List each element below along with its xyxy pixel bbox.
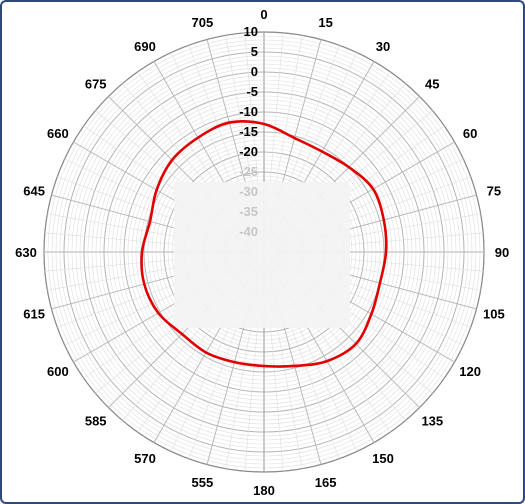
angle-tick-label: 630: [15, 245, 37, 260]
angle-tick-label: 75: [487, 183, 501, 198]
angle-tick-label: 690: [134, 39, 156, 54]
angle-tick-label: 555: [192, 475, 214, 490]
angle-tick-label: 120: [459, 364, 481, 379]
angle-tick-label: 660: [47, 126, 69, 141]
center-overlay: [174, 182, 350, 328]
radial-tick-label: -5: [246, 84, 258, 99]
center-panel: [174, 182, 350, 328]
radial-tick-label: -10: [239, 104, 258, 119]
angle-tick-label: 705: [192, 15, 214, 30]
angle-tick-label: 15: [318, 15, 332, 30]
angle-tick-label: 30: [376, 39, 390, 54]
angle-tick-labels: 0153045607590105120135150165180555570585…: [15, 7, 509, 498]
series-layer: [140, 120, 388, 368]
radial-tick-label: -30: [239, 184, 258, 199]
radial-tick-label: -20: [239, 144, 258, 159]
angle-tick-label: 675: [85, 77, 107, 92]
angle-tick-label: 105: [483, 307, 505, 322]
angle-tick-label: 150: [372, 451, 394, 466]
angle-tick-label: 645: [23, 183, 45, 198]
angle-tick-label: 615: [23, 307, 45, 322]
angle-tick-label: 45: [425, 77, 439, 92]
radial-tick-label: 10: [244, 24, 258, 39]
angle-tick-label: 570: [134, 451, 156, 466]
radial-tick-label: -35: [239, 204, 258, 219]
radial-tick-label: -40: [239, 224, 258, 239]
angle-tick-label: 180: [253, 483, 275, 498]
radial-tick-label: -15: [239, 124, 258, 139]
angle-tick-label: 135: [421, 413, 443, 428]
angle-tick-label: 600: [47, 364, 69, 379]
radial-tick-label: 0: [251, 64, 258, 79]
angle-tick-label: 0: [260, 7, 267, 22]
radial-tick-label: -25: [239, 164, 258, 179]
angle-tick-label: 60: [463, 126, 477, 141]
angle-tick-label: 90: [495, 245, 509, 260]
series-line: [140, 120, 388, 368]
angle-tick-label: 165: [315, 475, 337, 490]
radial-tick-labels: 10 5 0 -5 -10 -15 -20 -25 -30 -35 -40: [239, 24, 258, 239]
angle-tick-label: 585: [85, 413, 107, 428]
radial-tick-label: 5: [251, 44, 258, 59]
